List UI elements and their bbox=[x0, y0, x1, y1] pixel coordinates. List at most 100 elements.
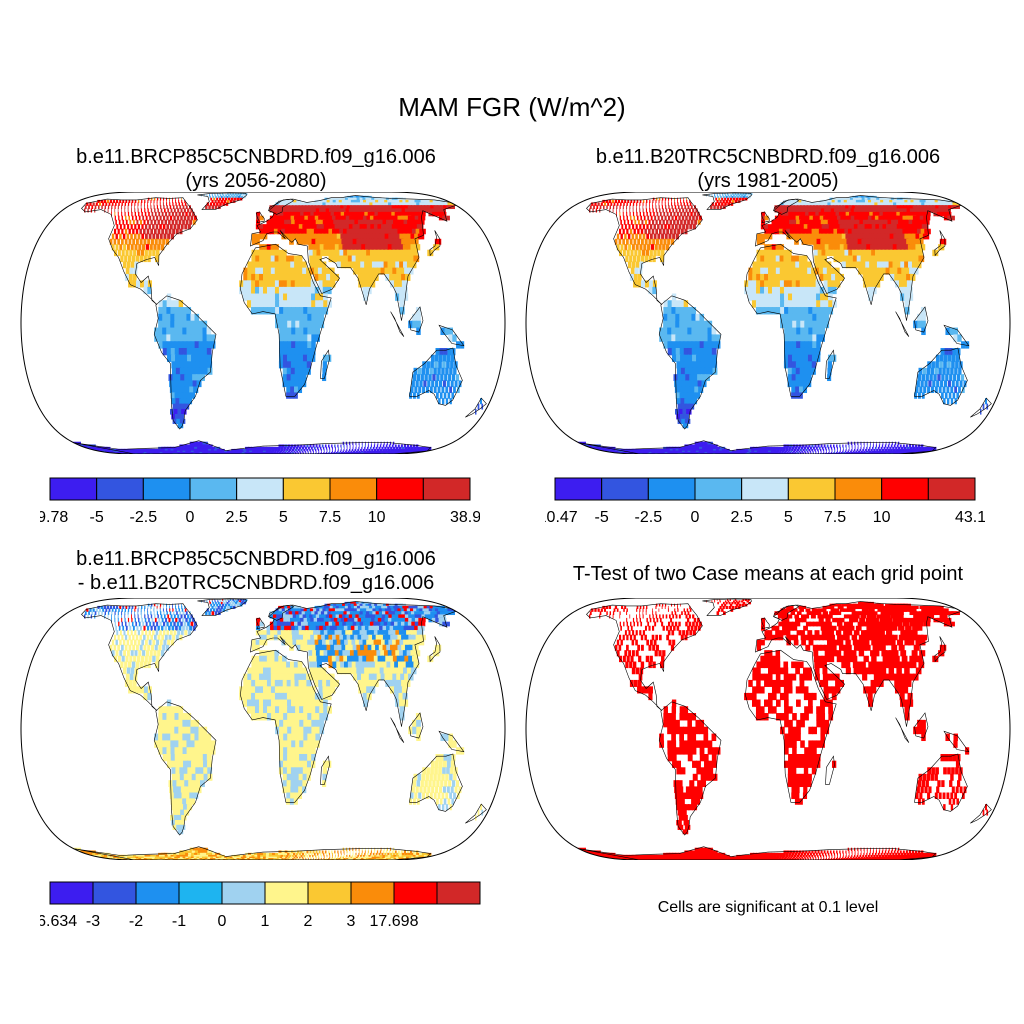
map-frame bbox=[20, 598, 506, 860]
coastline-borneo bbox=[914, 306, 929, 333]
colorbar-swatch bbox=[96, 477, 144, 501]
colorbar-swatch bbox=[376, 477, 424, 501]
colorbar-label: 43.19 bbox=[955, 509, 985, 526]
coastline-africa bbox=[240, 243, 332, 397]
panel-diff-title-line2: - b.e11.B20TRC5CNBDRD.f09_g16.006 bbox=[77, 572, 435, 594]
colorbar-label: -2.5 bbox=[130, 509, 158, 526]
colorbar-swatch bbox=[834, 477, 883, 501]
panel-ttest-title: T-Test of two Case means at each grid po… bbox=[512, 562, 1024, 586]
colorbar-swatch bbox=[694, 477, 743, 501]
coastline-namerica bbox=[586, 603, 703, 712]
coastline-australia bbox=[914, 347, 968, 406]
panel-case1-title-line1: b.e11.BRCP85C5CNBDRD.f09_g16.006 bbox=[76, 146, 436, 168]
coastline-scandinavia bbox=[773, 604, 800, 621]
coastline-samerica bbox=[153, 701, 217, 836]
colorbar-swatch bbox=[49, 881, 94, 905]
colorbar-label: 2 bbox=[304, 913, 313, 930]
coastline-africa bbox=[240, 649, 332, 803]
coastline-madagascar bbox=[320, 349, 330, 379]
coastline-indonesia1 bbox=[895, 717, 910, 743]
coastline-madagascar bbox=[825, 349, 835, 379]
coastline-greenland bbox=[197, 598, 247, 616]
colorbar-label: 7.5 bbox=[319, 509, 341, 526]
coastline-scandinavia bbox=[268, 198, 295, 215]
coastline-australia bbox=[914, 753, 968, 812]
colorbar-swatch bbox=[178, 881, 223, 905]
colorbar-swatch bbox=[554, 477, 603, 501]
colorbar-swatch bbox=[422, 477, 471, 501]
coastline-scandinavia bbox=[268, 604, 295, 621]
colorbar-label: -3 bbox=[86, 913, 100, 930]
map-ttest bbox=[525, 598, 1011, 860]
coastline-africa bbox=[745, 243, 837, 397]
colorbar-swatch bbox=[393, 881, 438, 905]
colorbar-swatch bbox=[307, 881, 352, 905]
map-case2 bbox=[525, 192, 1011, 454]
coastline-borneo bbox=[914, 712, 929, 739]
coastline-newguinea bbox=[943, 324, 970, 347]
colorbar-label: 5 bbox=[279, 509, 288, 526]
colorbar-label: -1 bbox=[172, 913, 186, 930]
coastline-africa bbox=[745, 649, 837, 803]
colorbar-swatch bbox=[350, 881, 395, 905]
panel-case2-title: b.e11.B20TRC5CNBDRD.f09_g16.006 (yrs 198… bbox=[512, 145, 1024, 193]
coastline-nz bbox=[465, 803, 487, 824]
coastline-nz bbox=[465, 397, 487, 418]
coastline-australia bbox=[409, 753, 463, 812]
colorbar-label: 2.5 bbox=[226, 509, 248, 526]
map-frame bbox=[525, 192, 1011, 454]
coastline-newguinea bbox=[943, 730, 970, 753]
coastline-nz bbox=[970, 397, 992, 418]
panel-case1-title: b.e11.BRCP85C5CNBDRD.f09_g16.006 (yrs 20… bbox=[0, 145, 512, 193]
colorbar-label: -5 bbox=[595, 509, 609, 526]
map-frame bbox=[525, 598, 1011, 860]
coastline-indonesia1 bbox=[390, 717, 405, 743]
colorbar-swatch bbox=[787, 477, 836, 501]
colorbar-label: 17.698 bbox=[370, 913, 419, 930]
colorbar-label: 38.97 bbox=[450, 509, 480, 526]
colorbar-swatch bbox=[221, 881, 266, 905]
colorbar-label: 5 bbox=[784, 509, 793, 526]
colorbar-label: 10 bbox=[873, 509, 891, 526]
coastline-borneo bbox=[409, 306, 424, 333]
colorbar-label: 3 bbox=[347, 913, 356, 930]
coastline-samerica bbox=[658, 701, 722, 836]
colorbar-label: 1 bbox=[261, 913, 270, 930]
colorbar-swatch bbox=[741, 477, 789, 501]
coastline-madagascar bbox=[320, 755, 330, 785]
coastline-newguinea bbox=[438, 730, 465, 753]
colorbar-swatch bbox=[236, 477, 284, 501]
colorbar-swatch bbox=[282, 477, 331, 501]
colorbar-label: -2 bbox=[129, 913, 143, 930]
coastline-namerica bbox=[81, 197, 198, 306]
colorbar-swatch bbox=[189, 477, 238, 501]
coastline-uk bbox=[760, 211, 770, 224]
colorbar-swatch bbox=[135, 881, 180, 905]
colorbar-swatch bbox=[647, 477, 696, 501]
coastline-japan bbox=[429, 636, 441, 663]
panel-case2-title-line1: b.e11.B20TRC5CNBDRD.f09_g16.006 bbox=[595, 146, 941, 168]
figure-title: MAM FGR (W/m^2) bbox=[398, 92, 626, 122]
colorbar-swatch bbox=[927, 477, 976, 501]
coastline-samerica bbox=[153, 295, 217, 430]
coastline-greenland bbox=[197, 192, 247, 210]
coastline-greenland bbox=[702, 598, 752, 616]
colorbar-label: 7.5 bbox=[824, 509, 846, 526]
coastline-nz bbox=[970, 803, 992, 824]
coastline-scandinavia bbox=[773, 198, 800, 215]
coastline-australia bbox=[409, 347, 463, 406]
coastline-japan bbox=[934, 230, 946, 257]
coastline-uk bbox=[255, 617, 265, 630]
coastline-namerica bbox=[586, 197, 703, 306]
coastline-namerica bbox=[81, 603, 198, 712]
coastline-indonesia1 bbox=[895, 311, 910, 337]
panel-diff-title: b.e11.BRCP85C5CNBDRD.f09_g16.006 - b.e11… bbox=[0, 547, 512, 595]
colorbar-label: -2.5 bbox=[635, 509, 663, 526]
coastline-borneo bbox=[409, 712, 424, 739]
panel-diff-title-line1: b.e11.BRCP85C5CNBDRD.f09_g16.006 bbox=[76, 548, 436, 570]
colorbar-diff: -26.634 -3 -2 -1 0 1 2 3 17.698 bbox=[40, 881, 481, 930]
colorbar-swatch bbox=[92, 881, 137, 905]
colorbar-label: -26.634 bbox=[40, 913, 77, 930]
colorbar-swatch bbox=[329, 477, 378, 501]
map-frame bbox=[20, 192, 506, 454]
